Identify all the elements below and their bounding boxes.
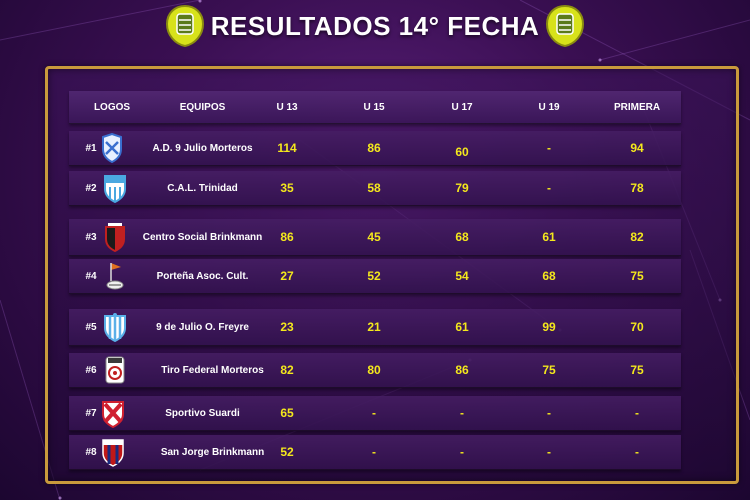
score-u17: 79 — [455, 181, 469, 195]
table-row: #6 Tiro Federal Morteros 82 80 86 75 75 — [69, 353, 681, 388]
page-title: RESULTADOS 14° FECHA — [210, 10, 540, 41]
score-primera: 94 — [630, 141, 644, 155]
score-u15: 52 — [367, 269, 381, 283]
table-row: #2 C.A.L. Trinidad 35 58 79 - 78 — [69, 171, 681, 206]
score-u17: 61 — [455, 320, 469, 334]
team-name: C.A.L. Trinidad — [167, 182, 238, 194]
rank-label: #5 — [85, 321, 97, 333]
column-header-primera: PRIMERA — [613, 101, 661, 113]
tiro-federal-shield-icon — [105, 356, 125, 384]
score-u17: 68 — [455, 230, 469, 244]
score-u17: 86 — [455, 363, 469, 377]
score-u15: - — [372, 445, 376, 459]
league-badge-icon — [165, 4, 204, 48]
score-u15: - — [372, 406, 376, 420]
table-row: #1 A.D. 9 Julio Morteros 114 86 60 - 94 — [69, 131, 681, 166]
san-jorge-shield-icon — [102, 439, 124, 467]
rank-label: #3 — [85, 231, 97, 243]
team-name: 9 de Julio O. Freyre — [156, 321, 249, 333]
table-row: #4 Porteña Asoc. Cult. 27 52 54 68 75 — [69, 259, 681, 294]
score-u17: 54 — [455, 269, 469, 283]
column-header-u17: U 17 — [451, 101, 473, 113]
score-u13: 65 — [280, 406, 294, 420]
score-u19: 99 — [542, 320, 556, 334]
score-u17: - — [460, 445, 464, 459]
score-u13: 52 — [280, 445, 294, 459]
score-primera: - — [635, 445, 639, 459]
rank-label: #6 — [85, 364, 97, 376]
centro-social-shield-icon — [105, 223, 125, 252]
rank-label: #2 — [85, 182, 97, 194]
league-badge-icon — [546, 4, 585, 48]
score-u17: - — [460, 406, 464, 420]
score-u13: 114 — [277, 141, 297, 155]
score-u13: 86 — [280, 230, 294, 244]
team-name: Porteña Asoc. Cult. — [156, 270, 249, 282]
column-header-u19: U 19 — [538, 101, 560, 113]
rank-label: #4 — [85, 270, 97, 282]
column-header-u15: U 15 — [363, 101, 385, 113]
rank-label: #8 — [85, 446, 97, 458]
table-row: #7 Sportivo Suardi 65 - - - - — [69, 396, 681, 431]
score-primera: 75 — [630, 363, 644, 377]
cal-trinidad-shield-icon — [104, 175, 126, 203]
score-u19: 68 — [542, 269, 556, 283]
9-julio-morteros-shield-icon — [102, 133, 122, 163]
9-julio-freyre-shield-icon — [104, 313, 126, 342]
table-row: #8 San Jorge Brinkmann 52 - - - - — [69, 435, 681, 470]
sportivo-suardi-shield-icon — [102, 401, 124, 428]
score-u19: - — [547, 406, 551, 420]
table-header-row: LOGOS EQUIPOS U 13 U 15 U 17 U 19 PRIMER… — [69, 91, 681, 124]
team-name: San Jorge Brinkmann — [160, 446, 265, 458]
score-u17: 60 — [455, 144, 469, 159]
score-primera: - — [635, 406, 639, 420]
score-u13: 23 — [280, 320, 294, 334]
score-primera: 70 — [630, 320, 644, 334]
team-name: Sportivo Suardi — [165, 407, 240, 419]
table-row: #3 Centro Social Brinkmann 86 45 68 61 8… — [69, 219, 681, 256]
score-primera: 75 — [630, 269, 644, 283]
score-primera: 78 — [630, 181, 644, 195]
rank-label: #7 — [85, 407, 97, 419]
score-u19: - — [547, 181, 551, 195]
column-header-logos: LOGOS — [93, 101, 131, 113]
portena-crest-icon — [106, 263, 124, 290]
team-name: A.D. 9 Julio Morteros — [152, 142, 253, 154]
rank-label: #1 — [85, 142, 97, 154]
team-name: Centro Social Brinkmann — [142, 231, 263, 243]
score-u19: 61 — [542, 230, 556, 244]
table-row: #5 9 de Julio O. Freyre 23 21 61 99 70 — [69, 309, 681, 346]
score-u15: 45 — [367, 230, 381, 244]
team-name: Tiro Federal Morteros — [161, 364, 264, 376]
score-u13: 27 — [280, 269, 294, 283]
column-header-u13: U 13 — [276, 101, 298, 113]
score-primera: 82 — [630, 230, 644, 244]
score-u19: - — [547, 141, 551, 155]
score-u15: 58 — [367, 181, 381, 195]
score-u15: 86 — [367, 141, 381, 155]
score-u19: - — [547, 445, 551, 459]
header: RESULTADOS 14° FECHA — [0, 0, 750, 52]
score-u13: 35 — [280, 181, 294, 195]
column-header-equipos: EQUIPOS — [179, 101, 226, 113]
score-u13: 82 — [280, 363, 294, 377]
score-u15: 80 — [367, 363, 381, 377]
score-u19: 75 — [542, 363, 556, 377]
score-u15: 21 — [367, 320, 381, 334]
